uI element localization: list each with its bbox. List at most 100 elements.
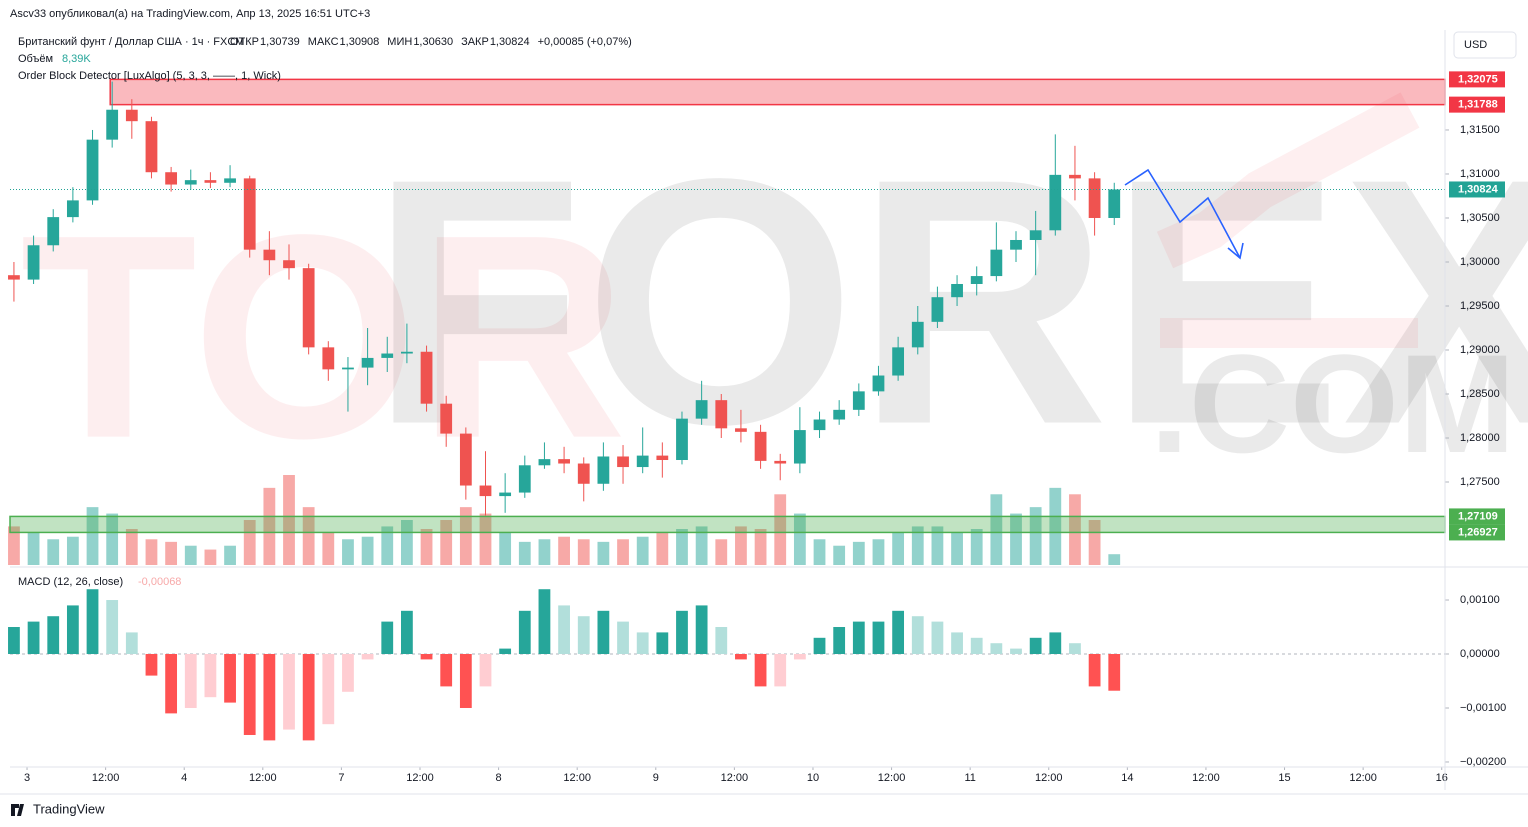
volume-bar — [518, 541, 531, 565]
candle-body — [401, 351, 413, 354]
candle-body — [715, 400, 728, 429]
macd-tick-label: −0,00100 — [1460, 702, 1506, 714]
y-tick-label: 1,30000 — [1460, 256, 1500, 268]
candle-body — [911, 321, 924, 348]
currency[interactable]: USD — [1464, 39, 1487, 51]
candle-body — [793, 430, 806, 464]
watermark-text: FOREX — [370, 106, 1528, 497]
volume-bar — [224, 545, 236, 565]
candle-body — [754, 431, 767, 461]
macd-bar — [302, 654, 315, 741]
ohlc-value: 1,30908 — [340, 36, 380, 48]
volume-bar — [852, 541, 865, 565]
price-label: 1,32075 — [1458, 73, 1498, 85]
published-note: Ascv33 опубликовал(а) на TradingView.com… — [10, 8, 370, 20]
macd-bar — [322, 654, 335, 725]
macd-bar — [636, 632, 649, 655]
macd-value: -0,00068 — [138, 576, 181, 588]
candle-body — [361, 357, 374, 368]
currency-button[interactable] — [1453, 31, 1517, 59]
macd-bar — [1088, 654, 1101, 687]
volume-name: Объём — [18, 53, 53, 65]
volume-bar — [754, 529, 767, 565]
candle-body — [1069, 174, 1081, 179]
macd-bar — [1108, 654, 1121, 691]
volume-bar — [106, 513, 119, 565]
macd-tick-label: 0,00000 — [1460, 648, 1500, 660]
macd-bar — [8, 627, 20, 655]
x-tick-label: 8 — [496, 772, 502, 784]
forecast-arrow — [1124, 168, 1244, 260]
candle-body — [66, 200, 79, 218]
x-tick-label: 12:00 — [406, 772, 434, 784]
x-tick-label: 9 — [653, 772, 659, 784]
x-tick-label: 10 — [807, 772, 819, 784]
volume-bar — [558, 536, 570, 565]
volume-bar — [459, 507, 472, 565]
candle-body — [1088, 178, 1101, 218]
macd-bar — [145, 654, 158, 676]
candle-body — [558, 459, 570, 464]
volume-bar — [1069, 494, 1081, 565]
macd-bar — [911, 616, 924, 655]
candle-body — [518, 465, 531, 493]
y-tick-label: 1,29000 — [1460, 344, 1500, 356]
macd-bar — [224, 654, 236, 703]
volume-bar — [538, 539, 551, 565]
candle-body — [322, 347, 335, 370]
change: +0,00085 (+0,07%) — [538, 36, 632, 48]
volume-bar — [204, 549, 217, 565]
volume-bar — [27, 532, 40, 565]
macd-bar — [970, 637, 983, 655]
x-tick-label: 12:00 — [721, 772, 749, 784]
candle-body — [381, 353, 394, 358]
volume-bar — [892, 532, 905, 565]
volume-bar — [911, 526, 924, 565]
candle-body — [125, 109, 138, 122]
macd-bar — [27, 621, 40, 655]
x-tick-label: 3 — [24, 772, 30, 784]
order-block — [109, 78, 1446, 106]
candle-body — [283, 260, 295, 269]
x-tick-label: 12:00 — [249, 772, 277, 784]
volume-bar — [636, 536, 649, 565]
macd-bar — [892, 610, 905, 655]
candle-body — [145, 121, 158, 173]
volume-bar — [361, 536, 374, 565]
watermark-text: .COM — [1150, 325, 1516, 482]
candle-body — [302, 268, 315, 348]
volume-bar — [735, 526, 747, 565]
candle-body — [538, 459, 551, 466]
brand-logo — [11, 804, 24, 816]
volume-bar — [774, 494, 787, 565]
volume-bar — [322, 532, 335, 565]
volume-bar — [263, 487, 276, 565]
candle-body — [931, 297, 944, 322]
candle-body — [577, 463, 590, 484]
candle-body — [459, 433, 472, 486]
macd-bar — [931, 621, 944, 655]
ohlc-name: МИН — [387, 36, 412, 48]
candle-body — [106, 109, 119, 140]
x-tick-label: 12:00 — [1035, 772, 1063, 784]
watermark-text: TOR — [20, 175, 627, 499]
candle-body — [224, 178, 236, 183]
candle-body — [440, 403, 453, 434]
candle-body — [833, 409, 846, 420]
candle-body — [479, 485, 492, 497]
price-label: 1,31788 — [1458, 99, 1498, 111]
indicator-name: Order Block Detector [LuxAlgo] (5, 3, 3,… — [18, 70, 281, 82]
volume-bar — [145, 539, 158, 565]
macd-bar — [852, 621, 865, 655]
volume-bar — [656, 532, 669, 565]
candle-body — [8, 275, 20, 280]
price-label-box — [1449, 524, 1505, 541]
candle-body — [597, 456, 610, 484]
candle-body — [676, 418, 688, 461]
macd-bar — [479, 654, 492, 687]
x-tick-label: 12:00 — [878, 772, 906, 784]
candle-body — [420, 351, 433, 404]
x-tick-label: 12:00 — [92, 772, 120, 784]
candle-body — [1029, 230, 1042, 240]
x-tick-label: 4 — [181, 772, 187, 784]
